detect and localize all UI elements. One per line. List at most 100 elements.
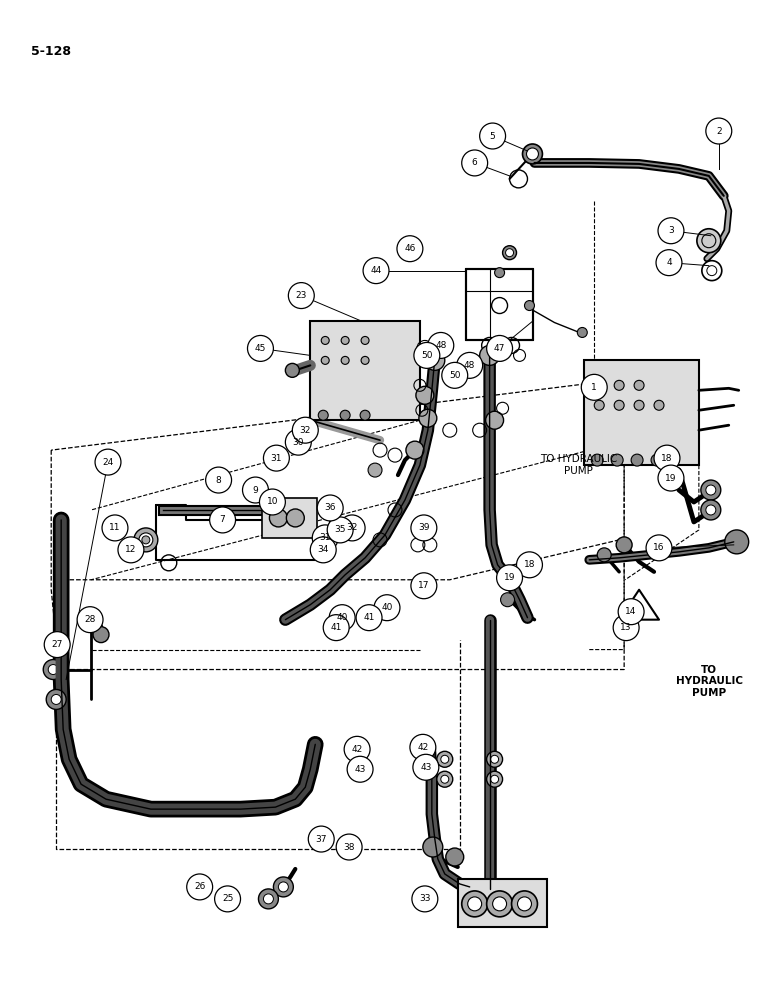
Circle shape — [273, 877, 293, 897]
Circle shape — [51, 694, 61, 704]
Circle shape — [654, 445, 680, 471]
Circle shape — [374, 595, 400, 621]
Circle shape — [286, 511, 304, 529]
Circle shape — [248, 335, 273, 361]
Circle shape — [634, 380, 644, 390]
Text: 36: 36 — [324, 503, 336, 512]
FancyBboxPatch shape — [310, 320, 420, 420]
Circle shape — [356, 605, 382, 631]
Circle shape — [517, 897, 531, 911]
Circle shape — [210, 507, 235, 533]
Circle shape — [462, 150, 488, 176]
Circle shape — [697, 229, 721, 253]
Circle shape — [486, 751, 503, 767]
Text: 25: 25 — [222, 894, 233, 903]
Circle shape — [437, 771, 452, 787]
Circle shape — [308, 826, 334, 852]
Circle shape — [506, 249, 513, 257]
Circle shape — [646, 535, 672, 561]
Text: 44: 44 — [371, 266, 381, 275]
FancyBboxPatch shape — [458, 879, 547, 927]
Circle shape — [701, 500, 721, 520]
Circle shape — [701, 480, 721, 500]
Text: 41: 41 — [330, 623, 342, 632]
Circle shape — [310, 537, 336, 563]
Circle shape — [46, 689, 66, 709]
Circle shape — [416, 386, 434, 404]
Text: 1: 1 — [591, 383, 597, 392]
Circle shape — [577, 327, 587, 337]
Circle shape — [411, 515, 437, 541]
Circle shape — [428, 332, 454, 358]
Circle shape — [293, 417, 318, 443]
Circle shape — [323, 615, 349, 641]
FancyBboxPatch shape — [262, 498, 317, 538]
Text: 47: 47 — [494, 344, 506, 353]
Circle shape — [496, 565, 523, 591]
Circle shape — [524, 301, 534, 311]
Text: 11: 11 — [109, 523, 120, 532]
Text: 4: 4 — [666, 258, 672, 267]
Circle shape — [631, 454, 643, 466]
Text: 32: 32 — [300, 426, 311, 435]
Circle shape — [341, 356, 349, 364]
Circle shape — [93, 627, 109, 643]
Circle shape — [344, 736, 370, 762]
Text: 17: 17 — [418, 581, 429, 590]
Circle shape — [339, 515, 365, 541]
Circle shape — [361, 336, 369, 344]
Text: 6: 6 — [472, 158, 478, 167]
Circle shape — [598, 548, 611, 562]
Text: 24: 24 — [103, 458, 113, 467]
Circle shape — [317, 495, 344, 521]
Circle shape — [479, 345, 499, 365]
Circle shape — [651, 454, 663, 466]
Circle shape — [336, 834, 362, 860]
Text: 42: 42 — [351, 745, 363, 754]
Text: 43: 43 — [354, 765, 366, 774]
Circle shape — [286, 509, 304, 527]
Circle shape — [725, 530, 749, 554]
Circle shape — [658, 465, 684, 491]
FancyBboxPatch shape — [466, 269, 533, 340]
Text: 26: 26 — [194, 882, 205, 891]
Circle shape — [486, 771, 503, 787]
Text: 9: 9 — [252, 486, 259, 495]
Text: 40: 40 — [381, 603, 393, 612]
Circle shape — [468, 897, 482, 911]
Circle shape — [527, 148, 538, 160]
Text: 42: 42 — [417, 743, 428, 752]
Circle shape — [423, 837, 443, 857]
Text: 48: 48 — [464, 361, 476, 370]
Circle shape — [102, 515, 128, 541]
Circle shape — [142, 536, 150, 544]
Text: 45: 45 — [255, 344, 266, 353]
Circle shape — [411, 573, 437, 599]
Circle shape — [397, 236, 423, 262]
Text: 23: 23 — [296, 291, 307, 300]
Circle shape — [516, 552, 543, 578]
Circle shape — [43, 660, 63, 680]
Circle shape — [363, 258, 389, 284]
Circle shape — [289, 283, 314, 309]
Circle shape — [462, 891, 488, 917]
Circle shape — [512, 891, 537, 917]
Circle shape — [368, 463, 382, 477]
Circle shape — [263, 894, 273, 904]
Circle shape — [491, 755, 499, 763]
Circle shape — [611, 454, 623, 466]
Text: 16: 16 — [653, 543, 665, 552]
Circle shape — [706, 505, 716, 515]
Circle shape — [591, 454, 603, 466]
Text: 32: 32 — [347, 523, 357, 532]
Text: 38: 38 — [344, 843, 355, 852]
Text: 2: 2 — [716, 127, 722, 136]
Circle shape — [479, 123, 506, 149]
Circle shape — [442, 362, 468, 388]
Circle shape — [361, 356, 369, 364]
Circle shape — [706, 485, 716, 495]
Text: 19: 19 — [665, 474, 677, 483]
Text: 39: 39 — [418, 523, 429, 532]
Text: 43: 43 — [420, 763, 432, 772]
Text: 41: 41 — [364, 613, 374, 622]
